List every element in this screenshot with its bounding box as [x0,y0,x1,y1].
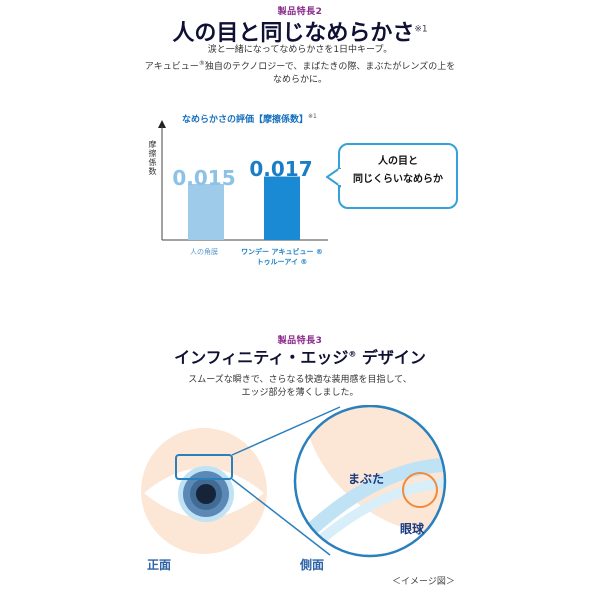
feature2-desc-brand: アキュビュー [144,62,199,72]
feature3-desc-line1: スムーズな瞬きで、さらなる快適な装用感を目指して、 [188,375,412,385]
connector-top [231,406,341,456]
feature3-title-mark: ® [348,349,357,359]
feature3-description: スムーズな瞬きで、さらなる快適な装用感を目指して、 エッジ部分を薄くしました。 [0,374,600,400]
feature3-title-b: デザイン [356,348,426,367]
chart-title: なめらかさの評価【摩擦係数】※1 [182,112,317,125]
bars-group [188,176,300,240]
pupil-icon [196,484,216,504]
callout-bubble: 人の目と 同じくらいなめらか [338,143,458,209]
chart-title-note: ※1 [308,113,317,120]
lens-edge [295,457,445,550]
category-label-product-line2: トゥルーアイ ® [256,258,308,266]
bar-value-product: 0.017 [249,157,313,181]
category-label-product-line1: ワンデー アキュビュー ® [241,248,323,256]
eye-illustration [141,405,447,558]
feature2-description: 涙と一緒になってなめらかさを1日中キープ。 アキュビュー®独自のテクノロジーで、… [0,44,600,87]
feature2-label: 製品特長2 [277,7,323,17]
feature2-title: 人の目と同じなめらかさ※1 [0,15,600,47]
chart-axes [158,120,328,241]
edge-highlight-ring [402,472,438,508]
feature2-desc-line3: なめらかに。 [272,75,327,85]
category-label-product: ワンデー アキュビュー ® トゥルーアイ ® [232,247,332,267]
image-note: ＜イメージ図＞ [392,577,455,587]
feature2-desc-mark: ® [198,60,205,67]
chart-title-text: なめらかさの評価【摩擦係数】 [182,115,309,125]
eyeball-label: 眼球 [400,522,425,536]
feature3-title: インフィニティ・エッジ® デザイン [0,344,600,368]
eyelid-shape [300,406,445,535]
bar-value-human-cornea: 0.015 [172,166,236,190]
eyelid-label: まぶた [348,472,385,486]
feature2-desc-rest: 独自のテクノロジーで、まばたきの際、まぶたがレンズの上を [204,62,456,72]
y-axis-arrow [158,120,166,128]
side-view-label: 側面 [300,558,325,572]
feature3-label: 製品特長3 [277,336,323,346]
feature3-title-a: インフィニティ・エッジ [174,348,349,367]
feature2-desc-line1: 涙と一緒になってなめらかさを1日中キープ。 [207,45,393,55]
focus-frame [175,454,233,480]
bar-human-cornea [188,184,224,240]
callout-pointer [326,168,342,188]
bar-product [264,176,300,240]
connector-bottom [231,478,331,556]
feature2-desc-line2: アキュビュー®独自のテクノロジーで、まばたきの際、まぶたがレンズの上を [0,57,600,74]
side-zoom [295,406,445,556]
feature2-title-note: ※1 [414,24,428,35]
feature2-title-text: 人の目と同じなめらかさ [172,21,415,46]
callout-line2: 同じくらいなめらか [353,174,443,185]
front-view-label: 正面 [147,558,172,572]
callout-line1: 人の目と [378,156,418,167]
y-axis-label: 摩擦係数 [148,140,157,176]
zoom-border [293,405,447,558]
category-label-human-cornea: 人の角膜 [190,248,218,256]
feature3-desc-line2: エッジ部分を薄くしました。 [241,388,359,398]
